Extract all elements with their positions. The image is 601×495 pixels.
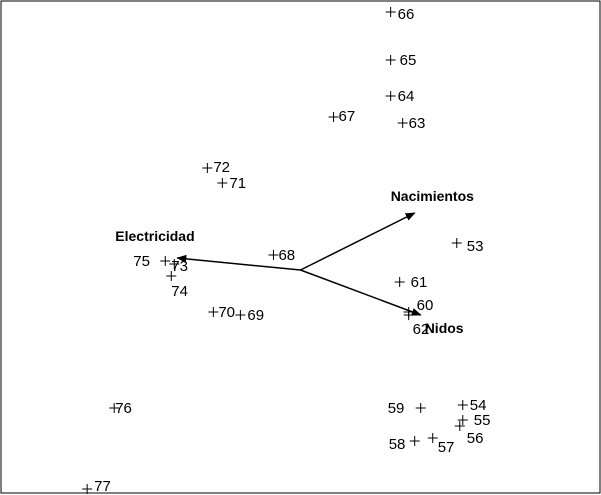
point-71: 71 bbox=[217, 175, 246, 192]
point-marker-71 bbox=[217, 178, 228, 188]
point-label-55: 55 bbox=[474, 412, 491, 429]
point-marker-68 bbox=[268, 250, 279, 260]
point-label-74: 74 bbox=[171, 283, 188, 300]
point-69: 69 bbox=[235, 307, 264, 324]
point-marker-58 bbox=[409, 436, 420, 446]
point-label-71: 71 bbox=[229, 175, 246, 192]
point-marker-63 bbox=[397, 118, 408, 128]
point-65: 65 bbox=[385, 52, 417, 69]
point-marker-65 bbox=[385, 55, 396, 65]
point-label-67: 67 bbox=[339, 108, 356, 125]
point-label-63: 63 bbox=[409, 115, 426, 132]
point-marker-64 bbox=[385, 91, 396, 101]
point-54: 54 bbox=[457, 397, 487, 414]
point-70: 70 bbox=[208, 304, 235, 321]
point-77: 77 bbox=[82, 478, 111, 495]
point-marker-62 bbox=[403, 310, 414, 320]
point-61: 61 bbox=[394, 274, 428, 291]
point-58: 58 bbox=[389, 436, 420, 453]
vector-arrow-nidos bbox=[300, 269, 422, 316]
point-marker-57 bbox=[427, 433, 438, 443]
point-marker-77 bbox=[82, 484, 93, 494]
point-marker-70 bbox=[208, 307, 219, 317]
point-label-66: 66 bbox=[398, 6, 415, 23]
point-label-64: 64 bbox=[398, 88, 415, 105]
point-label-60: 60 bbox=[417, 297, 434, 314]
point-marker-75 bbox=[160, 256, 171, 266]
vector-label-nacimientos: Nacimientos bbox=[391, 188, 474, 204]
point-label-68: 68 bbox=[278, 247, 295, 264]
point-marker-74 bbox=[166, 271, 177, 281]
vector-label-electricidad: Electricidad bbox=[115, 228, 194, 244]
point-label-54: 54 bbox=[470, 397, 487, 414]
point-marker-54 bbox=[457, 400, 468, 410]
point-label-61: 61 bbox=[411, 274, 428, 291]
point-label-77: 77 bbox=[94, 478, 111, 495]
point-label-65: 65 bbox=[400, 52, 417, 69]
point-62: 62 bbox=[403, 310, 430, 338]
vector-label-nidos: Nidos bbox=[425, 320, 464, 336]
point-marker-56 bbox=[454, 421, 465, 431]
point-75: 75 bbox=[133, 253, 171, 270]
point-57: 57 bbox=[427, 433, 455, 456]
point-64: 64 bbox=[385, 88, 415, 105]
vector-arrow-nacimientos bbox=[300, 212, 416, 271]
point-label-53: 53 bbox=[467, 238, 484, 255]
point-label-59: 59 bbox=[388, 400, 405, 417]
point-label-69: 69 bbox=[247, 307, 264, 324]
point-59: 59 bbox=[388, 400, 426, 417]
point-68: 68 bbox=[268, 247, 295, 264]
point-label-58: 58 bbox=[389, 436, 406, 453]
point-marker-59 bbox=[415, 403, 426, 413]
point-marker-66 bbox=[385, 7, 396, 17]
point-marker-53 bbox=[451, 238, 462, 248]
point-74: 74 bbox=[166, 271, 188, 300]
point-label-72: 72 bbox=[213, 159, 230, 176]
point-55: 55 bbox=[457, 412, 491, 429]
point-marker-61 bbox=[394, 277, 405, 287]
point-53: 53 bbox=[451, 238, 484, 255]
loading-vectors: Nacimientos Electricidad Nidos bbox=[115, 188, 474, 336]
point-marker-72 bbox=[202, 163, 213, 173]
point-label-62: 62 bbox=[413, 321, 430, 338]
point-marker-55 bbox=[457, 415, 468, 425]
point-label-76: 76 bbox=[115, 400, 132, 417]
point-67: 67 bbox=[328, 108, 356, 125]
point-marker-69 bbox=[235, 310, 246, 320]
point-label-70: 70 bbox=[218, 304, 235, 321]
point-label-57: 57 bbox=[438, 439, 455, 456]
point-63: 63 bbox=[397, 115, 426, 132]
point-66: 66 bbox=[385, 6, 415, 23]
point-56: 56 bbox=[454, 421, 484, 447]
point-marker-67 bbox=[328, 112, 339, 122]
point-label-56: 56 bbox=[467, 430, 484, 447]
point-marker-76 bbox=[109, 403, 120, 413]
point-marker-73 bbox=[169, 259, 180, 269]
vector-arrow-electricidad bbox=[176, 254, 301, 271]
point-73: 73 bbox=[169, 258, 188, 275]
point-72: 72 bbox=[202, 159, 230, 176]
point-76: 76 bbox=[109, 400, 132, 417]
point-label-73: 73 bbox=[171, 258, 188, 275]
point-label-75: 75 bbox=[133, 253, 150, 270]
